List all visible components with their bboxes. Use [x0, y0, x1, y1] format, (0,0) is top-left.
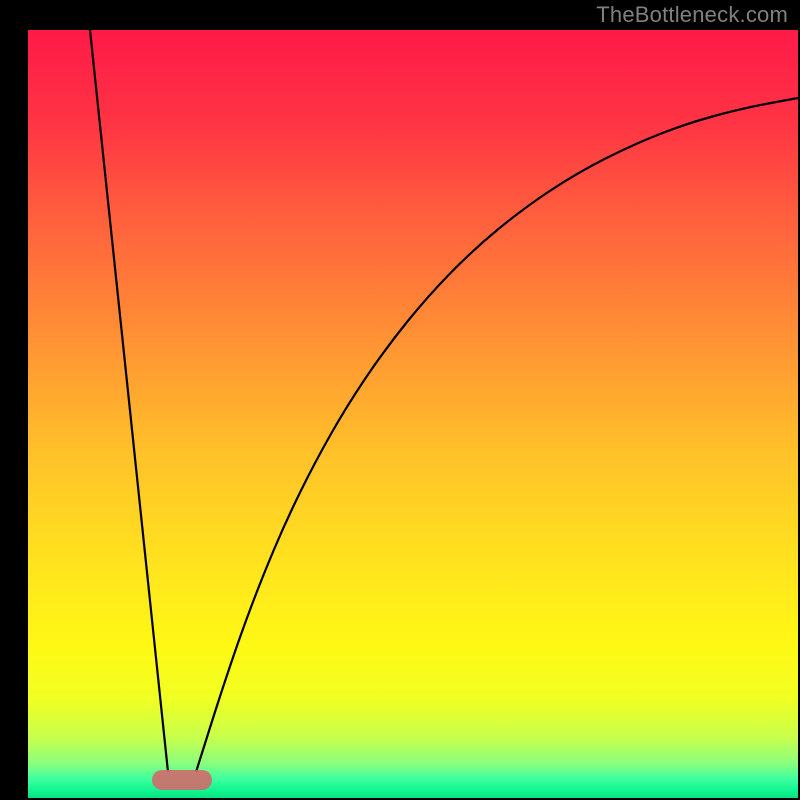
watermark-text: TheBottleneck.com [596, 2, 788, 28]
gradient-background [28, 30, 798, 798]
gradient-chart-svg [28, 30, 798, 798]
chart-container: TheBottleneck.com [0, 0, 800, 800]
optimal-marker [152, 770, 212, 790]
plot-area [28, 30, 798, 798]
